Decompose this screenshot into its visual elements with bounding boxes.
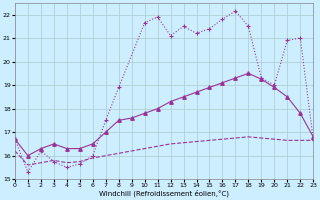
X-axis label: Windchill (Refroidissement éolien,°C): Windchill (Refroidissement éolien,°C)	[99, 190, 229, 197]
